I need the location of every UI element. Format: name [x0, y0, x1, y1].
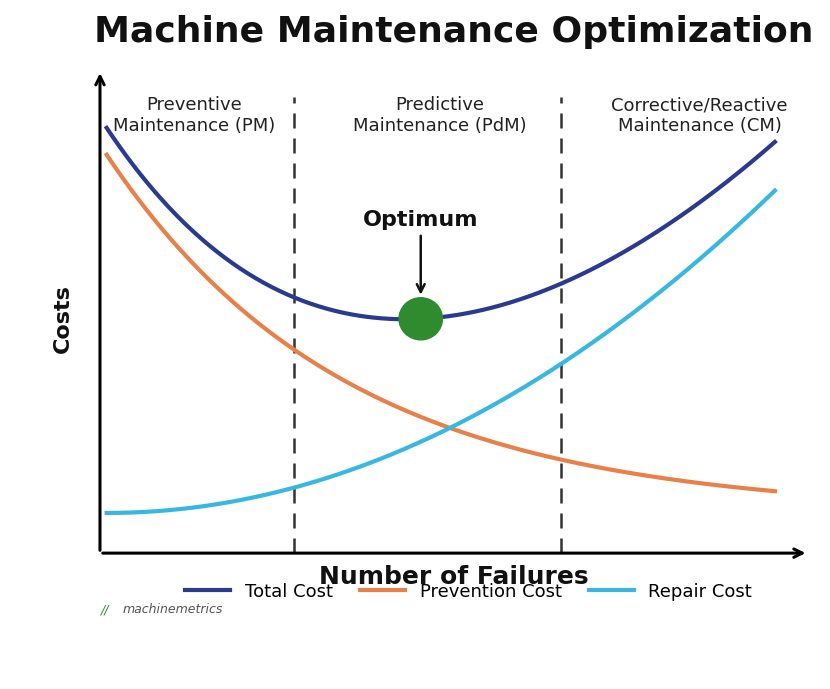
Text: Costs: Costs — [53, 284, 73, 353]
Legend: Total Cost, Prevention Cost, Repair Cost: Total Cost, Prevention Cost, Repair Cost — [178, 575, 759, 608]
Text: Corrective/Reactive
Maintenance (CM): Corrective/Reactive Maintenance (CM) — [611, 96, 788, 135]
Text: Preventive
Maintenance (PM): Preventive Maintenance (PM) — [113, 96, 276, 135]
Text: Predictive
Maintenance (PdM): Predictive Maintenance (PdM) — [353, 96, 526, 135]
Ellipse shape — [399, 298, 442, 340]
Text: Number of Failures: Number of Failures — [320, 566, 589, 590]
Text: Optimum: Optimum — [363, 210, 478, 292]
Text: machinemetrics: machinemetrics — [122, 603, 222, 616]
Text: //: // — [100, 603, 109, 616]
Title: Machine Maintenance Optimization: Machine Maintenance Optimization — [95, 15, 814, 49]
